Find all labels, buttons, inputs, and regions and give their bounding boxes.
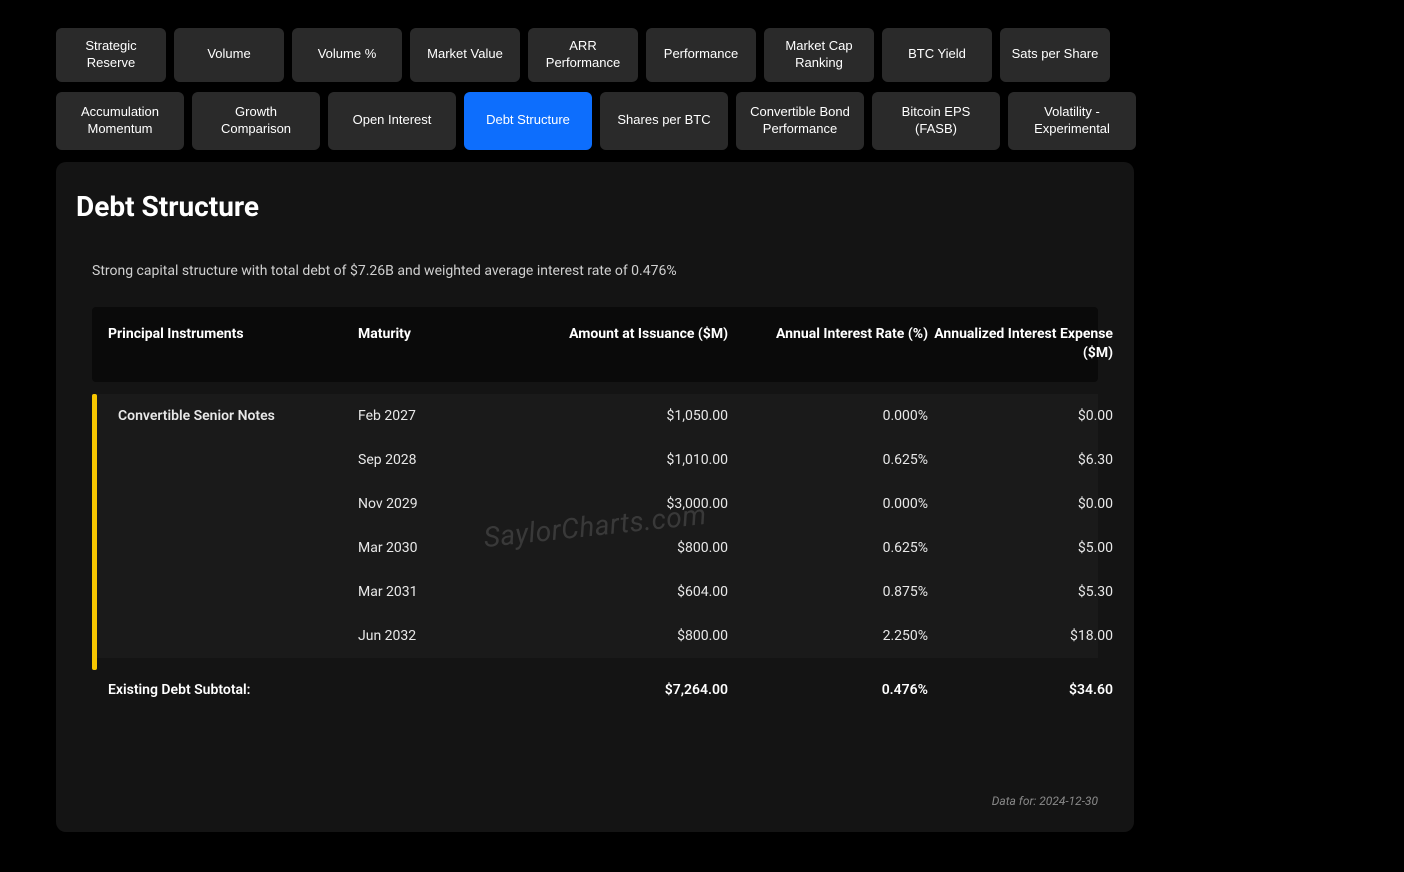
- column-header: Amount at Issuance ($M): [528, 325, 728, 364]
- tab-open-interest[interactable]: Open Interest: [328, 92, 456, 150]
- table-row: Sep 2028$1,010.000.625%$6.30: [92, 438, 1098, 482]
- maturity-cell: Mar 2030: [358, 540, 528, 556]
- accent-bar: [92, 394, 97, 670]
- tab-performance[interactable]: Performance: [646, 28, 756, 82]
- maturity-cell: Nov 2029: [358, 496, 528, 512]
- column-header: Maturity: [358, 325, 528, 364]
- data-for-label: Data for: 2024-12-30: [56, 712, 1134, 808]
- table-row: Jun 2032$800.002.250%$18.00: [92, 614, 1098, 658]
- rate-cell: 0.625%: [728, 452, 928, 468]
- expense-cell: $18.00: [928, 628, 1113, 644]
- subtotal-rate: 0.476%: [728, 682, 928, 698]
- tab-arr-performance[interactable]: ARR Performance: [528, 28, 638, 82]
- panel-subtitle: Strong capital structure with total debt…: [56, 241, 1134, 307]
- subtotal-amount: $7,264.00: [528, 682, 728, 698]
- instrument-cell: [108, 496, 358, 512]
- amount-cell: $1,050.00: [528, 408, 728, 424]
- tab-volatility-experimental[interactable]: Volatility - Experimental: [1008, 92, 1136, 150]
- tab-shares-per-btc[interactable]: Shares per BTC: [600, 92, 728, 150]
- instrument-cell: [108, 452, 358, 468]
- table-row: Mar 2031$604.000.875%$5.30: [92, 570, 1098, 614]
- maturity-cell: Feb 2027: [358, 408, 528, 424]
- column-header: Annual Interest Rate (%): [728, 325, 928, 364]
- table-row: Mar 2030$800.000.625%$5.00: [92, 526, 1098, 570]
- instrument-cell: [108, 628, 358, 644]
- tab-accumulation-momentum[interactable]: Accumulation Momentum: [56, 92, 184, 150]
- subtotal-label: Existing Debt Subtotal:: [108, 682, 358, 698]
- tab-market-value[interactable]: Market Value: [410, 28, 520, 82]
- rate-cell: 2.250%: [728, 628, 928, 644]
- tab-debt-structure[interactable]: Debt Structure: [464, 92, 592, 150]
- tab-btc-yield[interactable]: BTC Yield: [882, 28, 992, 82]
- amount-cell: $3,000.00: [528, 496, 728, 512]
- column-header: Principal Instruments: [108, 325, 358, 364]
- table-row: Convertible Senior NotesFeb 2027$1,050.0…: [92, 394, 1098, 438]
- expense-cell: $6.30: [928, 452, 1113, 468]
- table-header: Principal InstrumentsMaturityAmount at I…: [92, 307, 1098, 382]
- maturity-cell: Mar 2031: [358, 584, 528, 600]
- maturity-cell: Jun 2032: [358, 628, 528, 644]
- maturity-cell: Sep 2028: [358, 452, 528, 468]
- expense-cell: $5.00: [928, 540, 1113, 556]
- tab-volume-[interactable]: Volume %: [292, 28, 402, 82]
- rate-cell: 0.000%: [728, 496, 928, 512]
- tab-row-2: Accumulation MomentumGrowth ComparisonOp…: [56, 92, 1348, 150]
- rate-cell: 0.625%: [728, 540, 928, 556]
- column-header: Annualized Interest Expense ($M): [928, 325, 1113, 364]
- tab-strategic-reserve[interactable]: Strategic Reserve: [56, 28, 166, 82]
- tab-volume[interactable]: Volume: [174, 28, 284, 82]
- debt-structure-panel: Debt Structure Strong capital structure …: [56, 162, 1134, 832]
- subtotal-expense: $34.60: [928, 682, 1113, 698]
- amount-cell: $1,010.00: [528, 452, 728, 468]
- amount-cell: $800.00: [528, 540, 728, 556]
- rate-cell: 0.000%: [728, 408, 928, 424]
- tab-growth-comparison[interactable]: Growth Comparison: [192, 92, 320, 150]
- instrument-cell: Convertible Senior Notes: [108, 408, 358, 424]
- panel-title: Debt Structure: [56, 190, 1134, 241]
- tabs-container: Strategic ReserveVolumeVolume %Market Va…: [0, 0, 1404, 150]
- instrument-cell: [108, 540, 358, 556]
- amount-cell: $800.00: [528, 628, 728, 644]
- debt-table: Principal InstrumentsMaturityAmount at I…: [56, 307, 1134, 712]
- table-row: Nov 2029$3,000.000.000%$0.00: [92, 482, 1098, 526]
- tab-convertible-bond-performance[interactable]: Convertible Bond Performance: [736, 92, 864, 150]
- instrument-cell: [108, 584, 358, 600]
- expense-cell: $0.00: [928, 408, 1113, 424]
- amount-cell: $604.00: [528, 584, 728, 600]
- tab-row-1: Strategic ReserveVolumeVolume %Market Va…: [56, 28, 1348, 82]
- tab-bitcoin-eps-fasb-[interactable]: Bitcoin EPS (FASB): [872, 92, 1000, 150]
- subtotal-row: Existing Debt Subtotal:$7,264.000.476%$3…: [92, 664, 1098, 712]
- expense-cell: $0.00: [928, 496, 1113, 512]
- tab-sats-per-share[interactable]: Sats per Share: [1000, 28, 1110, 82]
- tab-market-cap-ranking[interactable]: Market Cap Ranking: [764, 28, 874, 82]
- expense-cell: $5.30: [928, 584, 1113, 600]
- rate-cell: 0.875%: [728, 584, 928, 600]
- table-body: SaylorCharts.com Convertible Senior Note…: [92, 394, 1098, 658]
